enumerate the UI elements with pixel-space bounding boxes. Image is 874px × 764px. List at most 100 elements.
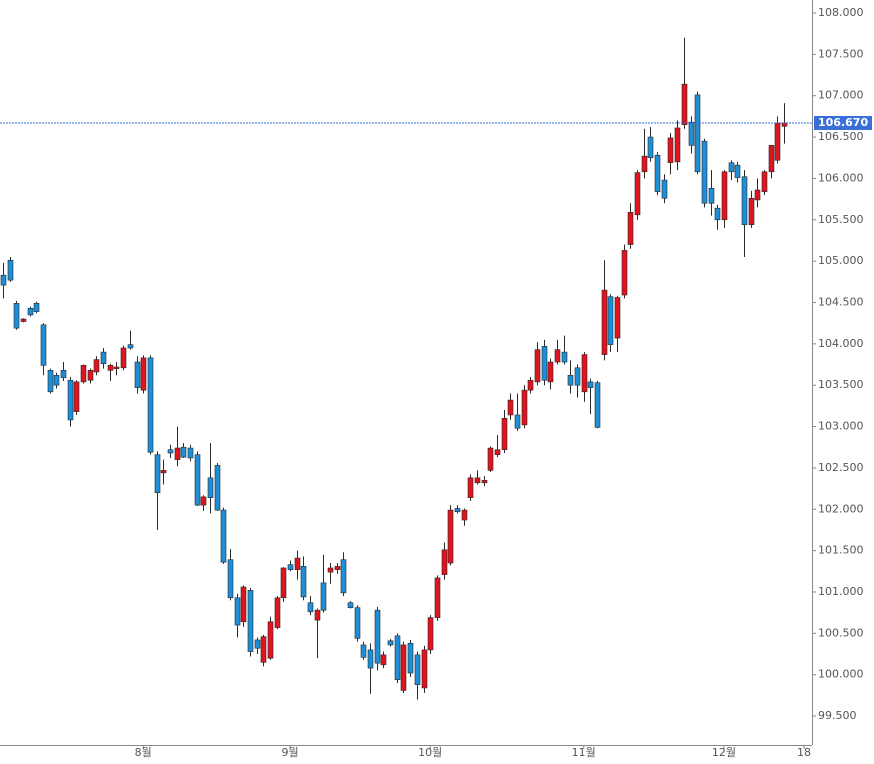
candle-body bbox=[541, 346, 548, 381]
candle-body bbox=[574, 367, 581, 386]
candle-body bbox=[647, 136, 654, 159]
candle-body bbox=[674, 127, 681, 163]
candle-body bbox=[748, 197, 755, 226]
candle-body bbox=[654, 154, 661, 192]
candle-body bbox=[487, 447, 494, 471]
candle-body bbox=[267, 621, 274, 659]
candle-body bbox=[167, 449, 174, 454]
candle-body bbox=[60, 370, 67, 379]
y-tick-label: 100.500 bbox=[818, 626, 864, 639]
candle-body bbox=[481, 480, 488, 484]
candle-body bbox=[120, 347, 127, 369]
candle-body bbox=[67, 379, 74, 421]
candle-body bbox=[434, 577, 441, 618]
candle-body bbox=[400, 644, 407, 691]
candle-body bbox=[40, 324, 47, 366]
candle-body bbox=[327, 567, 334, 573]
candle-body bbox=[134, 361, 141, 388]
candle-body bbox=[661, 179, 668, 199]
candle-body bbox=[387, 640, 394, 646]
candle-body bbox=[461, 509, 468, 521]
candle-body bbox=[421, 649, 428, 689]
y-tick-label: 106.500 bbox=[818, 130, 864, 143]
y-tick-label: 103.000 bbox=[818, 420, 864, 433]
candle-body bbox=[614, 297, 621, 339]
candle-body bbox=[714, 207, 721, 221]
candle-body bbox=[728, 162, 735, 173]
candle-body bbox=[260, 636, 267, 663]
candle-body bbox=[607, 296, 614, 345]
candle-body bbox=[701, 140, 708, 204]
candle-body bbox=[587, 381, 594, 388]
candle-body bbox=[13, 303, 20, 329]
candle-body bbox=[414, 654, 421, 685]
candle-body bbox=[627, 212, 634, 245]
candle-body bbox=[227, 559, 234, 599]
candle-body bbox=[527, 379, 534, 391]
candle-body bbox=[721, 171, 728, 221]
candle-body bbox=[601, 289, 608, 355]
candle-body bbox=[554, 349, 561, 363]
candle-body bbox=[768, 145, 775, 173]
candle-body bbox=[467, 477, 474, 498]
candle-body bbox=[300, 566, 307, 598]
candle-body bbox=[474, 477, 481, 484]
candle-body bbox=[240, 586, 247, 623]
candle-body bbox=[87, 370, 94, 381]
candle-body bbox=[754, 189, 761, 201]
candle-body bbox=[641, 155, 648, 173]
candle-body bbox=[594, 382, 601, 428]
candle-body bbox=[501, 417, 508, 451]
candle-body bbox=[621, 250, 628, 296]
candle-body bbox=[507, 399, 514, 416]
candle-body bbox=[294, 557, 301, 570]
candle-body bbox=[107, 365, 114, 371]
candle-body bbox=[447, 509, 454, 564]
candle-body bbox=[688, 121, 695, 146]
candle-body bbox=[7, 259, 14, 281]
candle-body bbox=[347, 602, 354, 608]
y-tick-label: 99.500 bbox=[818, 709, 857, 722]
candle-body bbox=[394, 635, 401, 680]
candle-body bbox=[187, 447, 194, 459]
candle-body bbox=[634, 172, 641, 216]
candle-body bbox=[547, 361, 554, 383]
candle-body bbox=[100, 351, 107, 364]
candle-body bbox=[154, 454, 161, 494]
y-tick-label: 105.000 bbox=[818, 254, 864, 267]
candle-body bbox=[708, 188, 715, 204]
candle-body bbox=[80, 365, 87, 383]
candle-body bbox=[113, 366, 120, 369]
y-tick-label: 102.000 bbox=[818, 502, 864, 515]
x-tick-label: 11월 bbox=[572, 746, 596, 759]
x-tick-label: 18 bbox=[797, 746, 811, 759]
candle-body bbox=[427, 617, 434, 651]
candle-body bbox=[147, 357, 154, 453]
y-tick-label: 104.500 bbox=[818, 295, 864, 308]
candle-body bbox=[287, 564, 294, 570]
candle-body bbox=[20, 318, 27, 322]
candle-body bbox=[367, 649, 374, 669]
x-tick-label: 9월 bbox=[281, 746, 298, 759]
y-tick-label: 108.000 bbox=[818, 6, 864, 19]
candle-body bbox=[407, 642, 414, 674]
candle-body bbox=[307, 602, 314, 613]
candle-body bbox=[93, 359, 100, 373]
candle-body bbox=[521, 389, 528, 426]
y-tick-label: 107.000 bbox=[818, 89, 864, 102]
candle-body bbox=[340, 559, 347, 594]
candle-body bbox=[280, 567, 287, 599]
x-tick-label: 10월 bbox=[418, 746, 442, 759]
candle-body bbox=[514, 414, 521, 429]
candle-body bbox=[274, 597, 281, 628]
candle-body bbox=[220, 509, 227, 563]
candle-body bbox=[534, 349, 541, 383]
candle-body bbox=[567, 374, 574, 386]
candle-body bbox=[174, 447, 181, 460]
candle-body bbox=[0, 274, 7, 286]
x-tick-label: 8월 bbox=[135, 746, 152, 759]
candle-body bbox=[454, 508, 461, 513]
candle-body bbox=[380, 654, 387, 666]
candle-body bbox=[160, 470, 167, 474]
